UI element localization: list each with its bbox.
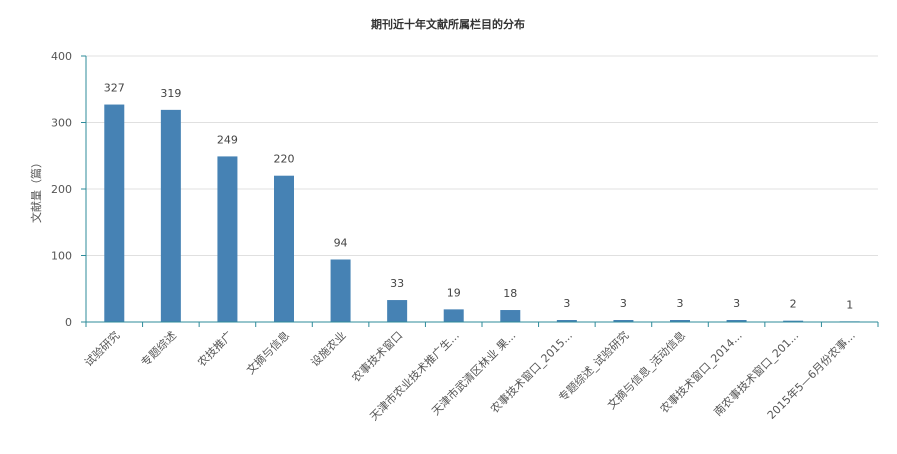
data-label: 3 xyxy=(677,297,684,310)
data-label: 327 xyxy=(104,82,125,95)
data-label: 2 xyxy=(790,298,797,311)
bar xyxy=(613,320,634,322)
bar xyxy=(104,104,125,322)
bar xyxy=(500,310,521,322)
y-axis-label: 文献量（篇） xyxy=(29,157,43,223)
data-label: 220 xyxy=(274,153,295,166)
axes xyxy=(85,56,878,323)
y-tick-label: 0 xyxy=(65,316,72,329)
x-tick-label: 天津市农业技术推广生... xyxy=(367,328,462,423)
x-axis-ticks: 试验研究 专题综述 农技推广 文摘与信息 设施农业 农事技术窗口天津市农业技术推广生...… xyxy=(81,322,879,423)
x-tick-label: 专题综述 xyxy=(138,328,179,369)
y-tick-label: 400 xyxy=(51,50,72,63)
x-tick-label: 设施农业 xyxy=(308,328,349,369)
x-tick-label: 文摘与信息 xyxy=(243,328,292,377)
y-tick-label: 100 xyxy=(51,250,72,263)
data-label: 3 xyxy=(620,297,627,310)
data-label: 3 xyxy=(733,297,740,310)
bar xyxy=(726,320,747,322)
y-tick-label: 300 xyxy=(51,117,72,130)
y-tick-label: 200 xyxy=(51,183,72,196)
bar xyxy=(274,175,294,322)
bar xyxy=(160,109,181,323)
data-label: 18 xyxy=(503,287,517,300)
bar xyxy=(330,259,351,322)
bar xyxy=(217,156,238,322)
bar xyxy=(556,320,577,322)
data-label: 3 xyxy=(563,297,570,310)
data-label: 94 xyxy=(334,236,348,249)
bar xyxy=(387,300,408,322)
data-label: 19 xyxy=(447,286,461,299)
grid-lines xyxy=(86,55,878,256)
data-label: 249 xyxy=(217,133,238,146)
bar xyxy=(783,320,804,322)
bar xyxy=(443,309,464,322)
data-label: 319 xyxy=(160,87,181,100)
data-label: 33 xyxy=(390,277,404,290)
x-tick-label: 农技推广 xyxy=(195,328,236,369)
y-axis-ticks: 0 100 200 300 400 xyxy=(51,50,86,329)
bar xyxy=(670,320,690,322)
data-label: 1 xyxy=(846,298,853,311)
x-tick-label: 试验研究 xyxy=(81,328,122,369)
chart-title: 期刊近十年文献所属栏目的分布 xyxy=(371,17,525,31)
x-tick-label: 农事技术窗口 xyxy=(349,328,406,385)
